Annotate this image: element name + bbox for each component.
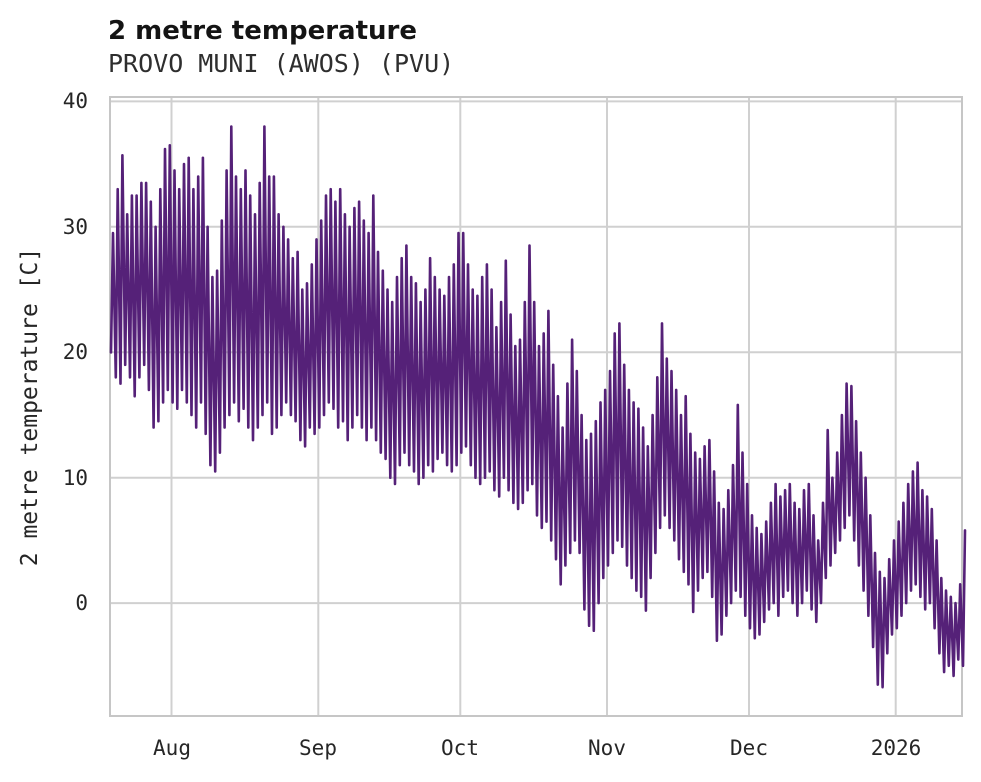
y-tick-label-20: 20	[62, 340, 88, 364]
x-tick-label-Nov: Nov	[588, 736, 626, 760]
temperature-line	[109, 125, 967, 689]
x-tick-label-Sep: Sep	[299, 736, 337, 760]
y-tick-label-10: 10	[62, 466, 88, 490]
y-tick-label-0: 0	[75, 591, 88, 615]
y-tick-label-40: 40	[62, 89, 88, 113]
x-tick-label-Dec: Dec	[730, 736, 768, 760]
y-tick-label-30: 30	[62, 215, 88, 239]
x-tick-label-Oct: Oct	[441, 736, 479, 760]
plot-border	[109, 96, 963, 717]
chart-title: 2 metre temperature	[108, 16, 417, 46]
x-tick-label-2026: 2026	[870, 736, 922, 760]
chart-subtitle: PROVO MUNI (AWOS) (PVU)	[108, 49, 455, 78]
x-tick-label-Aug: Aug	[153, 736, 191, 760]
